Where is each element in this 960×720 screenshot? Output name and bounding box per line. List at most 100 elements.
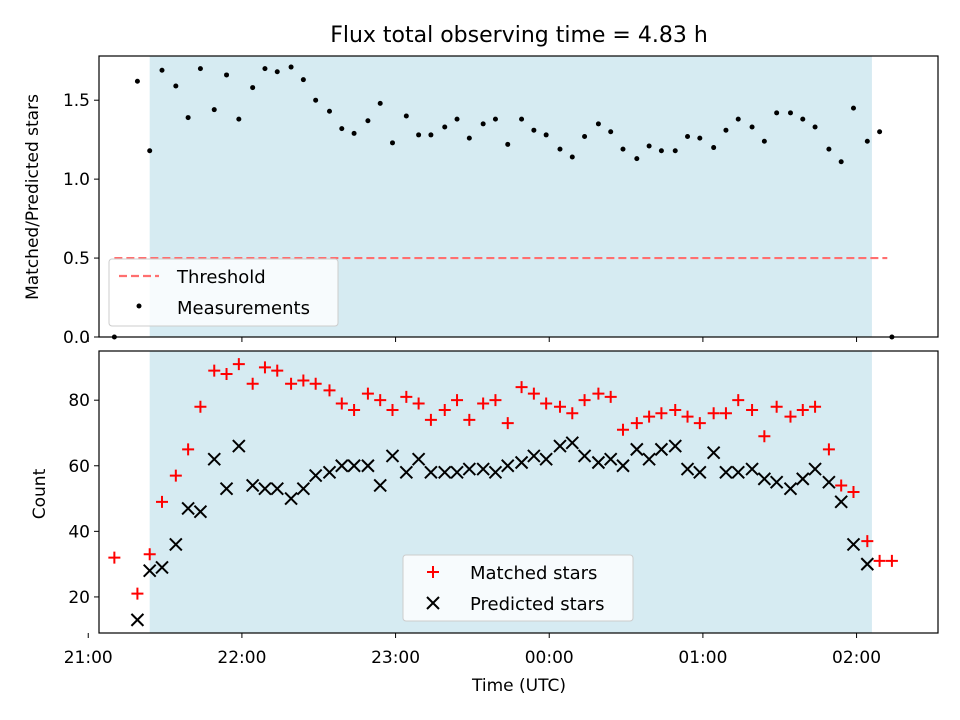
matched-star-point: [681, 410, 694, 423]
measurement-point: [826, 146, 832, 152]
x-tick-label: 02:00: [832, 648, 881, 668]
y-tick-label: 1.5: [63, 91, 90, 111]
measurement-point: [300, 77, 306, 83]
measurement-point: [480, 121, 486, 127]
matched-star-point: [400, 390, 413, 403]
measurement-point: [620, 146, 626, 152]
measurement-point: [185, 115, 191, 121]
predicted-star-point: [385, 449, 400, 463]
predicted-star-point: [424, 465, 438, 480]
measurement-point: [326, 108, 332, 114]
predicted-star-point: [514, 455, 529, 470]
measurement-point: [211, 107, 217, 113]
predicted-star-point: [130, 613, 145, 627]
matched-star-point: [108, 551, 121, 564]
predicted-star-point: [232, 439, 246, 453]
predicted-star-point: [488, 465, 503, 480]
predicted-star-point: [438, 465, 452, 480]
x-tick-label: 21:00: [64, 648, 113, 668]
matched-star-point: [412, 397, 425, 410]
matched-star-point: [566, 407, 579, 420]
y-tick-label: 0.5: [63, 249, 90, 269]
measurement-point: [403, 113, 409, 119]
predicted-star-point: [706, 445, 721, 460]
matched-star-point: [669, 404, 682, 417]
predicted-star-point: [719, 465, 733, 480]
measurement-point: [557, 146, 563, 152]
measurement-point: [634, 156, 640, 162]
matched-star-point: [258, 361, 271, 374]
predicted-star-point: [476, 462, 490, 476]
matched-star-point: [707, 407, 720, 420]
measurement-point: [250, 85, 256, 91]
measurement-point: [466, 135, 472, 141]
matched-star-point: [719, 407, 732, 420]
x-tick-label: 01:00: [678, 648, 727, 668]
measurement-point: [492, 116, 498, 122]
legend-threshold-label: Threshold: [176, 267, 266, 288]
count-legend: Matched stars Predicted stars: [402, 554, 634, 622]
matched-star-point: [501, 417, 514, 430]
predicted-star-point: [296, 482, 311, 496]
measurement-point: [274, 69, 280, 75]
matched-star-point: [540, 397, 553, 410]
measurement-point: [339, 126, 345, 132]
measurement-point: [800, 116, 806, 122]
legend-measurements-swatch: [136, 303, 142, 309]
matched-star-point: [630, 417, 643, 430]
matched-star-point: [847, 486, 860, 498]
matched-star-point: [553, 400, 566, 413]
matched-star-point: [386, 404, 399, 417]
measurement-point: [608, 129, 614, 135]
predicted-star-point: [347, 459, 361, 473]
predicted-star-point: [181, 501, 195, 516]
measurement-point: [454, 116, 460, 122]
ratio-legend-box: [108, 258, 339, 327]
measurement-point: [787, 110, 793, 116]
x-axis-label: Time (UTC): [471, 676, 566, 696]
matched-star-point: [309, 377, 322, 390]
predicted-star-point: [245, 478, 260, 493]
measurement-point: [658, 148, 664, 154]
matched-star-point: [169, 469, 182, 482]
matched-star-point: [438, 404, 451, 417]
measurement-point: [236, 116, 242, 122]
x-tick-label: 22:00: [217, 648, 266, 668]
predicted-star-point: [501, 459, 515, 473]
matched-star-point: [515, 381, 528, 394]
matched-star-point: [335, 397, 348, 410]
matched-star-point: [131, 587, 144, 600]
matched-star-point: [873, 554, 886, 567]
measurement-point: [850, 105, 856, 111]
matched-star-point: [182, 443, 195, 456]
predicted-star-point: [373, 478, 387, 493]
measurement-point: [147, 148, 153, 154]
matched-star-point: [361, 387, 374, 400]
predicted-star-point: [668, 439, 682, 453]
predicted-star-point: [462, 462, 477, 476]
predicted-star-point: [654, 442, 669, 457]
matched-star-point: [592, 387, 605, 400]
matched-star-point: [220, 367, 233, 380]
measurement-point: [685, 134, 691, 140]
predicted-star-point: [169, 537, 183, 552]
matched-star-point: [527, 387, 540, 400]
matched-star-point: [271, 364, 284, 377]
y-tick-label: 40: [68, 522, 90, 542]
ratio-legend: Threshold Measurements: [108, 258, 339, 327]
predicted-star-point: [565, 436, 579, 450]
predicted-star-point: [757, 472, 772, 486]
predicted-star-point: [860, 557, 875, 571]
chart-title: Flux total observing time = 4.83 h: [330, 23, 708, 48]
matched-star-point: [143, 548, 156, 561]
measurement-point: [389, 140, 395, 146]
predicted-star-point: [591, 455, 606, 470]
measurement-point: [159, 67, 165, 73]
predicted-star-point: [143, 563, 157, 578]
matched-star-point: [616, 423, 629, 436]
matched-star-point: [348, 404, 361, 417]
predicted-star-point: [808, 462, 822, 476]
predicted-star-point: [450, 465, 464, 480]
